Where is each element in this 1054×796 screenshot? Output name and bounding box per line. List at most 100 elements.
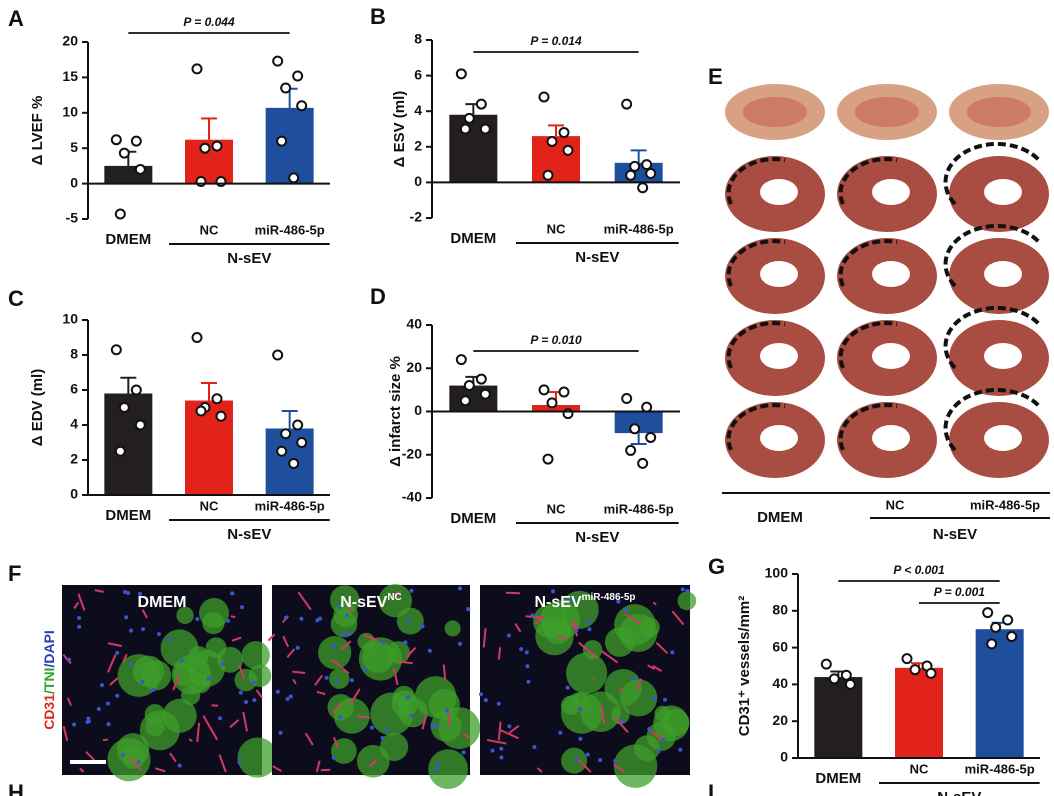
myocyte	[580, 691, 621, 733]
data-point	[463, 112, 475, 124]
nucleus	[532, 744, 537, 749]
data-point	[459, 123, 471, 135]
x-tick-label: NC	[200, 498, 219, 513]
myocyte	[333, 697, 370, 734]
nucleus	[670, 650, 675, 655]
panel-letter: E	[708, 64, 723, 89]
vessel	[405, 646, 417, 659]
nucleus	[524, 650, 529, 655]
nucleus	[381, 640, 386, 645]
myocyte	[318, 636, 352, 670]
image-title: N-sEVNC	[340, 592, 402, 612]
nucleus	[403, 640, 408, 645]
vessel	[230, 615, 236, 619]
p-value: P = 0.014	[530, 34, 582, 48]
nucleus	[77, 624, 82, 629]
vessel	[169, 752, 177, 763]
vessel	[614, 716, 629, 733]
nucleus	[558, 730, 563, 735]
vessel	[482, 628, 487, 648]
vessel	[267, 633, 276, 642]
infarct-outline	[838, 239, 898, 287]
vessel	[497, 721, 502, 741]
nucleus	[129, 628, 134, 633]
nucleus	[338, 715, 343, 720]
heart-lumen	[760, 261, 798, 287]
myocyte	[654, 705, 671, 722]
nucleus	[578, 736, 583, 741]
data-point	[134, 163, 146, 175]
data-point	[925, 667, 937, 679]
nucleus	[275, 689, 280, 694]
p-value: P = 0.001	[934, 585, 986, 599]
vessel	[557, 635, 568, 641]
vessel	[106, 654, 117, 673]
vessel	[314, 674, 324, 686]
vessel	[356, 715, 371, 719]
vessel	[331, 658, 350, 675]
vessel	[255, 689, 263, 699]
nucleus	[499, 746, 504, 751]
nucleus	[237, 760, 242, 765]
y-tick-label: 0	[414, 173, 422, 189]
data-point	[909, 664, 921, 676]
nucleus	[479, 692, 484, 697]
myocyte	[370, 692, 414, 736]
bar	[449, 385, 498, 412]
heart-group-label: N-sEV	[933, 526, 977, 543]
data-point	[296, 100, 308, 112]
data-point	[134, 419, 146, 431]
data-point	[276, 135, 288, 147]
panel-letter: C	[8, 286, 24, 311]
data-point	[288, 172, 300, 184]
data-point	[645, 431, 657, 443]
image-title: N-sEVmiR-486-5p	[534, 592, 635, 612]
data-point	[546, 397, 558, 409]
nucleus	[506, 633, 511, 638]
x-tick-label: NC	[547, 221, 566, 236]
nucleus	[251, 680, 256, 685]
vessel	[652, 601, 657, 606]
vessel	[332, 736, 339, 748]
data-point	[820, 658, 832, 670]
data-point	[276, 445, 288, 457]
nucleus	[230, 591, 235, 596]
data-point	[986, 638, 998, 650]
vessel	[229, 719, 240, 729]
data-point	[292, 419, 304, 431]
vessel	[292, 678, 297, 685]
nucleus	[490, 748, 495, 753]
image-title-sup: NC	[387, 592, 401, 603]
vessel	[578, 641, 598, 659]
x-tick-label: miR-486-5p	[604, 221, 674, 236]
vessel	[128, 756, 142, 771]
y-axis-label: Δ LVEF %	[29, 96, 46, 166]
stain-label: CD31/TNI/DAPI	[41, 630, 57, 730]
nucleus	[278, 730, 283, 735]
data-point	[990, 621, 1002, 633]
nucleus	[179, 658, 184, 663]
heart-label: NC	[886, 497, 905, 512]
y-tick-label: 2	[70, 451, 78, 467]
nucleus	[86, 716, 91, 721]
y-tick-label: 6	[414, 66, 422, 82]
data-point	[479, 388, 491, 400]
staining-images: DMEM N-sEVNC N-sEVmiR-486-5p	[62, 583, 697, 789]
data-point	[114, 445, 126, 457]
vessel	[392, 667, 399, 686]
myocyte	[202, 611, 225, 635]
nucleus	[662, 697, 667, 702]
myocyte	[139, 710, 180, 751]
data-point	[211, 393, 223, 405]
nucleus	[288, 694, 293, 699]
vessel	[486, 738, 507, 745]
stain-label-part: /TNI	[41, 668, 57, 694]
vessel	[282, 635, 290, 648]
data-point	[130, 135, 142, 147]
infarct-outline	[943, 388, 1041, 452]
y-tick-label: -40	[402, 489, 422, 505]
nucleus	[140, 627, 145, 632]
vessel	[534, 617, 543, 625]
infarct-outline	[838, 157, 898, 205]
nucleus	[427, 648, 432, 653]
